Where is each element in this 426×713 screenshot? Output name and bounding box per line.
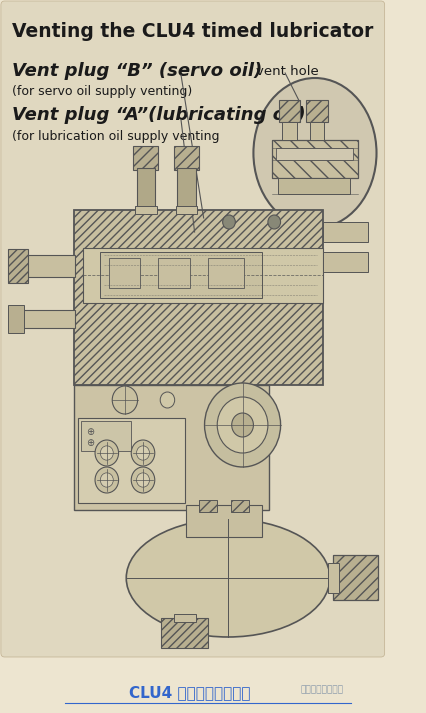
Bar bbox=[8, 249, 28, 283]
Circle shape bbox=[217, 397, 267, 453]
Bar bbox=[108, 258, 140, 288]
Bar bbox=[275, 148, 352, 160]
Circle shape bbox=[100, 446, 113, 460]
Bar bbox=[322, 222, 368, 242]
Bar bbox=[74, 210, 322, 385]
Bar bbox=[327, 563, 338, 593]
Circle shape bbox=[131, 440, 154, 466]
Bar bbox=[74, 385, 268, 510]
Bar bbox=[173, 146, 199, 170]
Bar bbox=[322, 252, 368, 272]
Circle shape bbox=[136, 473, 149, 487]
Circle shape bbox=[112, 386, 137, 414]
Circle shape bbox=[231, 413, 253, 437]
Bar bbox=[78, 418, 184, 503]
Bar bbox=[16, 255, 75, 277]
Bar bbox=[208, 258, 244, 288]
Text: Vent plug “B” (servo oil): Vent plug “B” (servo oil) bbox=[12, 62, 262, 80]
Bar bbox=[135, 206, 156, 214]
Circle shape bbox=[95, 440, 118, 466]
Bar bbox=[282, 122, 296, 140]
Text: (for lubrication oil supply venting: (for lubrication oil supply venting bbox=[12, 130, 219, 143]
Circle shape bbox=[95, 467, 118, 493]
Bar bbox=[305, 100, 327, 122]
Bar bbox=[99, 252, 262, 298]
Bar bbox=[278, 100, 300, 122]
Bar bbox=[83, 248, 322, 303]
Bar bbox=[133, 146, 158, 170]
Text: 尽在开心于乐于心: 尽在开心于乐于心 bbox=[300, 685, 343, 694]
FancyBboxPatch shape bbox=[1, 1, 384, 657]
Text: Vent plug “A”(lubricating oil): Vent plug “A”(lubricating oil) bbox=[12, 106, 305, 124]
Ellipse shape bbox=[126, 519, 329, 637]
Bar bbox=[158, 258, 190, 288]
Bar bbox=[332, 555, 377, 600]
Bar bbox=[81, 421, 131, 451]
Bar bbox=[161, 618, 208, 648]
Circle shape bbox=[160, 392, 174, 408]
Bar bbox=[185, 505, 262, 537]
Bar bbox=[175, 206, 197, 214]
Text: ⊕: ⊕ bbox=[86, 438, 94, 448]
Bar bbox=[277, 178, 349, 194]
Bar bbox=[16, 310, 75, 328]
Bar bbox=[271, 140, 357, 178]
Bar bbox=[8, 305, 24, 333]
Text: vent hole: vent hole bbox=[256, 65, 318, 78]
Bar bbox=[173, 614, 195, 622]
Circle shape bbox=[136, 446, 149, 460]
Bar bbox=[309, 122, 323, 140]
Circle shape bbox=[222, 215, 235, 229]
Ellipse shape bbox=[253, 78, 376, 228]
Text: Venting the CLU4 timed lubricator: Venting the CLU4 timed lubricator bbox=[12, 22, 372, 41]
Circle shape bbox=[100, 473, 113, 487]
Bar bbox=[199, 500, 217, 512]
Bar bbox=[136, 168, 154, 210]
Text: CLU4 定时注油器的排气: CLU4 定时注油器的排气 bbox=[129, 685, 250, 700]
Circle shape bbox=[267, 215, 280, 229]
Bar bbox=[230, 500, 248, 512]
Text: (for servo oil supply venting): (for servo oil supply venting) bbox=[12, 85, 192, 98]
Text: ⊕: ⊕ bbox=[86, 427, 94, 437]
Circle shape bbox=[131, 467, 154, 493]
Bar bbox=[177, 168, 195, 210]
Circle shape bbox=[204, 383, 280, 467]
